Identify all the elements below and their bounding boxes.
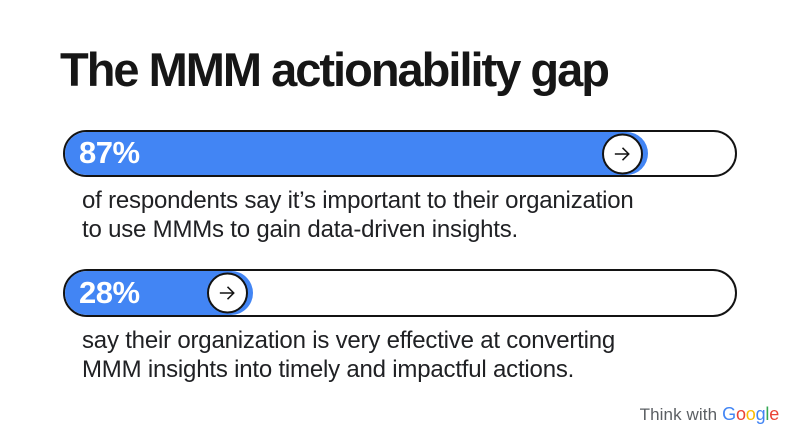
google-letter: G [722,404,736,424]
percent-label-28: 28% [79,274,140,310]
caption-28: say their organization is very effective… [82,326,615,384]
google-logo-text: Google [722,404,779,425]
arrow-right-icon [219,286,235,300]
google-letter: g [755,404,766,424]
percent-label-87: 87% [79,135,140,170]
page-title: The MMM actionability gap [60,43,610,96]
google-letter: o [745,404,756,424]
caption-28-line-2: MMM insights into timely and impactful a… [82,356,575,383]
progress-bar-87-track: 87% [63,130,737,177]
arrow-right-icon [614,146,630,161]
caption-87-line-2: to use MMMs to gain data-driven insights… [82,216,518,243]
progress-bar-28-track: 28% [63,269,737,317]
caption-28-line-1: say their organization is very effective… [82,327,616,354]
google-letter: e [769,404,779,424]
caption-87: of respondents say it’s important to the… [82,186,634,244]
google-letter: l [765,404,770,424]
arrow-circle-button [206,272,248,314]
caption-87-line-1: of respondents say it’s important to the… [82,187,634,214]
progress-bar-28-fill: 28% [65,271,253,315]
progress-bar-87-fill: 87% [65,132,648,175]
think-with-google-logo: Think with Google [639,404,780,425]
think-with-text: Think with [639,405,718,424]
google-letter: o [735,404,746,424]
arrow-circle-button [601,133,643,174]
